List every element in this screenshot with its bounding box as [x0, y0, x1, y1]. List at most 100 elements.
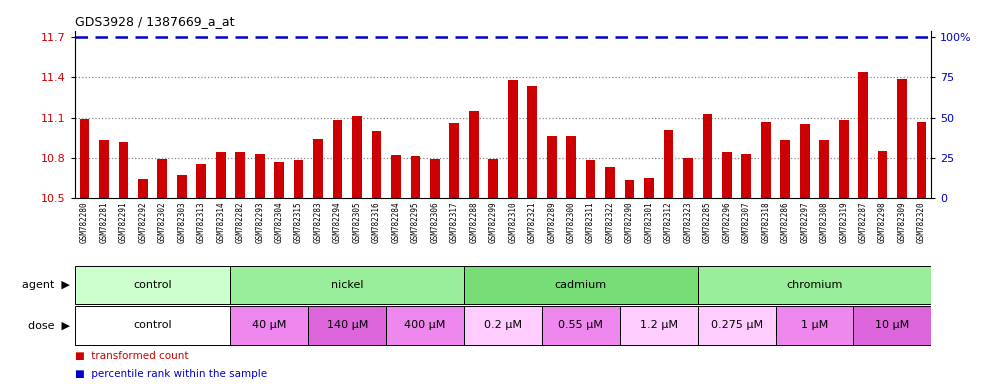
Bar: [897, 79, 907, 198]
Text: GSM782322: GSM782322: [606, 201, 615, 243]
Bar: [353, 116, 362, 198]
Text: GSM782280: GSM782280: [80, 201, 89, 243]
Bar: [386, 306, 464, 345]
Text: GSM782313: GSM782313: [197, 201, 206, 243]
Text: GSM782299: GSM782299: [489, 201, 498, 243]
Bar: [464, 266, 697, 305]
Bar: [410, 156, 420, 198]
Bar: [800, 124, 810, 198]
Bar: [372, 131, 381, 198]
Text: GSM782283: GSM782283: [314, 201, 323, 243]
Text: GSM782291: GSM782291: [119, 201, 127, 243]
Bar: [255, 154, 265, 198]
Bar: [333, 120, 343, 198]
Text: GSM782315: GSM782315: [294, 201, 303, 243]
Text: GSM782316: GSM782316: [372, 201, 380, 243]
Bar: [859, 72, 868, 198]
Bar: [697, 306, 776, 345]
Bar: [877, 151, 887, 198]
Text: control: control: [133, 280, 172, 290]
Text: GSM782297: GSM782297: [800, 201, 809, 243]
Text: GSM782287: GSM782287: [859, 201, 868, 243]
Bar: [722, 152, 732, 198]
Bar: [75, 266, 230, 305]
Bar: [230, 266, 464, 305]
Bar: [294, 161, 304, 198]
Text: GSM782298: GSM782298: [878, 201, 887, 243]
Bar: [776, 306, 854, 345]
Text: 400 μM: 400 μM: [404, 320, 446, 331]
Text: 10 μM: 10 μM: [875, 320, 909, 331]
Text: GSM782319: GSM782319: [840, 201, 849, 243]
Text: GSM782317: GSM782317: [450, 201, 459, 243]
Bar: [606, 167, 615, 198]
Bar: [313, 139, 323, 198]
Text: 140 μM: 140 μM: [327, 320, 368, 331]
Text: GSM782293: GSM782293: [255, 201, 264, 243]
Bar: [508, 80, 518, 198]
Text: ■  percentile rank within the sample: ■ percentile rank within the sample: [75, 369, 267, 379]
Bar: [542, 306, 620, 345]
Text: GSM782285: GSM782285: [703, 201, 712, 243]
Bar: [620, 306, 697, 345]
Bar: [741, 154, 751, 198]
Bar: [309, 306, 386, 345]
Bar: [274, 162, 284, 198]
Text: GSM782321: GSM782321: [528, 201, 537, 243]
Bar: [99, 140, 109, 198]
Text: GSM782318: GSM782318: [761, 201, 770, 243]
Text: 0.275 μM: 0.275 μM: [710, 320, 763, 331]
Text: GSM782282: GSM782282: [236, 201, 245, 243]
Text: GSM782300: GSM782300: [567, 201, 576, 243]
Text: GSM782314: GSM782314: [216, 201, 225, 243]
Bar: [464, 306, 542, 345]
Bar: [488, 159, 498, 198]
Text: agent  ▶: agent ▶: [22, 280, 70, 290]
Text: GSM782303: GSM782303: [177, 201, 186, 243]
Bar: [761, 122, 771, 198]
Text: ■  transformed count: ■ transformed count: [75, 351, 188, 361]
Text: 40 μM: 40 μM: [252, 320, 287, 331]
Bar: [781, 140, 790, 198]
Bar: [854, 306, 931, 345]
Text: GSM782306: GSM782306: [430, 201, 439, 243]
Text: GSM782288: GSM782288: [469, 201, 478, 243]
Text: 1.2 μM: 1.2 μM: [639, 320, 677, 331]
Text: nickel: nickel: [331, 280, 364, 290]
Text: control: control: [133, 320, 172, 331]
Text: 1 μM: 1 μM: [801, 320, 828, 331]
Bar: [527, 86, 537, 198]
Bar: [157, 159, 167, 198]
Text: GSM782310: GSM782310: [508, 201, 517, 243]
Bar: [430, 159, 439, 198]
Text: 0.2 μM: 0.2 μM: [484, 320, 522, 331]
Bar: [547, 136, 557, 198]
Text: GDS3928 / 1387669_a_at: GDS3928 / 1387669_a_at: [75, 15, 234, 28]
Text: GSM782323: GSM782323: [683, 201, 692, 243]
Text: GSM782296: GSM782296: [722, 201, 731, 243]
Bar: [469, 111, 479, 198]
Text: GSM782286: GSM782286: [781, 201, 790, 243]
Bar: [663, 130, 673, 198]
Text: GSM782295: GSM782295: [411, 201, 420, 243]
Text: GSM782307: GSM782307: [742, 201, 751, 243]
Text: GSM782309: GSM782309: [897, 201, 906, 243]
Text: GSM782294: GSM782294: [333, 201, 342, 243]
Bar: [230, 306, 309, 345]
Text: GSM782312: GSM782312: [664, 201, 673, 243]
Bar: [138, 179, 147, 198]
Bar: [177, 175, 186, 198]
Bar: [644, 178, 653, 198]
Text: GSM782320: GSM782320: [917, 201, 926, 243]
Bar: [75, 306, 230, 345]
Text: cadmium: cadmium: [555, 280, 607, 290]
Text: GSM782292: GSM782292: [138, 201, 147, 243]
Bar: [702, 114, 712, 198]
Bar: [235, 152, 245, 198]
Text: dose  ▶: dose ▶: [28, 320, 70, 331]
Bar: [820, 140, 829, 198]
Bar: [697, 266, 931, 305]
Text: 0.55 μM: 0.55 μM: [559, 320, 604, 331]
Text: GSM782302: GSM782302: [157, 201, 166, 243]
Bar: [624, 180, 634, 198]
